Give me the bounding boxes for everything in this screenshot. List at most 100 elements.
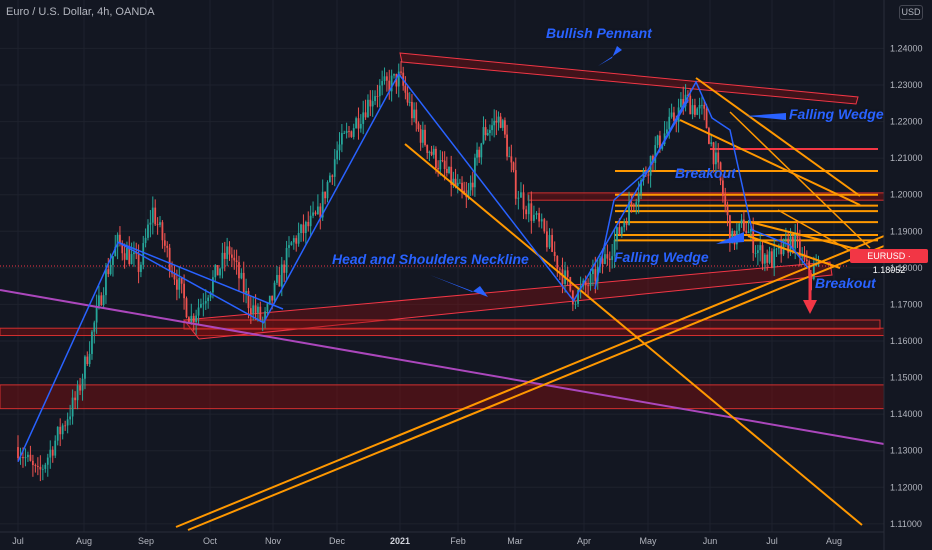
candle (95, 294, 98, 334)
candle-body (437, 168, 440, 170)
candle-body (352, 128, 355, 137)
candle-body (456, 182, 459, 186)
candle (608, 251, 611, 272)
candle (100, 292, 103, 306)
candle (190, 303, 193, 325)
candle-body (794, 232, 797, 249)
annotation-falling-wedge-1: Falling Wedge (789, 106, 884, 122)
candle-body (235, 260, 238, 263)
candle-body (637, 193, 640, 203)
candle (292, 235, 295, 250)
candle (406, 86, 409, 106)
candle (752, 217, 755, 261)
candle-body (791, 236, 794, 249)
candle-body (316, 206, 319, 215)
candle (476, 142, 478, 166)
candle-body (130, 254, 133, 264)
wedge-lower-1 (679, 119, 861, 206)
candle-body (533, 214, 535, 221)
candle-body (86, 356, 89, 365)
candle (159, 216, 161, 228)
candle (556, 255, 559, 277)
breakout-arrow-head (803, 300, 817, 314)
candle (324, 191, 327, 205)
candle-body (197, 307, 200, 316)
candle (154, 199, 157, 226)
candle-body (421, 129, 424, 143)
candle (66, 412, 69, 434)
candle-body (107, 269, 110, 275)
candle (527, 194, 530, 223)
y-tick-label: 1.11000 (890, 519, 922, 529)
candle-body (773, 249, 776, 268)
x-tick-label: Aug (76, 536, 92, 546)
candle-body (738, 223, 741, 231)
candle (682, 86, 685, 115)
candle (71, 389, 74, 425)
candle-body (292, 238, 295, 243)
candle (448, 166, 450, 175)
candle (84, 355, 86, 390)
candle-body (357, 118, 360, 129)
x-tick-label: Jun (703, 536, 718, 546)
candle-body (257, 306, 259, 313)
candle (74, 391, 76, 410)
candle (652, 154, 654, 173)
candle-body (495, 120, 498, 123)
symbol-header: Euro / U.S. Dollar, 4h, OANDA (6, 6, 155, 18)
zigzag-segment (613, 80, 809, 269)
candle (777, 243, 780, 255)
candle-body (238, 262, 240, 279)
candle (625, 217, 628, 231)
candle-body (454, 178, 457, 186)
candle (551, 228, 553, 253)
candle-body (443, 160, 446, 169)
candle (340, 124, 343, 153)
candle-body (742, 219, 745, 231)
candle-body (486, 133, 489, 136)
candle-body (383, 76, 386, 82)
candle (197, 298, 200, 326)
candle (185, 296, 188, 319)
candle-body (185, 298, 188, 318)
candle (680, 92, 682, 108)
candle-body (689, 95, 692, 115)
y-tick-label: 1.14000 (890, 409, 923, 419)
candle-body (91, 331, 93, 354)
candle-body (36, 465, 39, 467)
candle-body (540, 219, 543, 222)
candle-body (635, 202, 638, 206)
candle-body (766, 254, 769, 263)
currency-badge[interactable]: USD (899, 5, 923, 20)
candle-body (673, 112, 675, 121)
candle (533, 205, 535, 223)
y-tick-label: 1.15000 (890, 373, 923, 383)
candle-body (752, 228, 755, 253)
candle (705, 103, 708, 129)
candle-body (527, 203, 530, 215)
candle (517, 190, 520, 210)
candle-body (571, 290, 574, 305)
candle-body (74, 397, 76, 401)
candle-body (703, 104, 706, 109)
candle (383, 67, 386, 85)
candle-body (207, 297, 210, 302)
candle (230, 247, 233, 268)
candle (123, 243, 126, 269)
zigzag-pattern (17, 72, 689, 462)
candle (17, 435, 19, 462)
candle-body (430, 151, 433, 155)
candle (257, 303, 259, 322)
candle (364, 99, 367, 120)
candle (439, 150, 442, 176)
candle (649, 155, 652, 188)
candle-body (538, 213, 541, 222)
candle (756, 244, 759, 266)
annotation-breakout-2: Breakout (815, 275, 876, 291)
candle (703, 99, 706, 121)
candle (740, 213, 743, 228)
candle-body (491, 125, 493, 131)
candle (491, 118, 493, 136)
